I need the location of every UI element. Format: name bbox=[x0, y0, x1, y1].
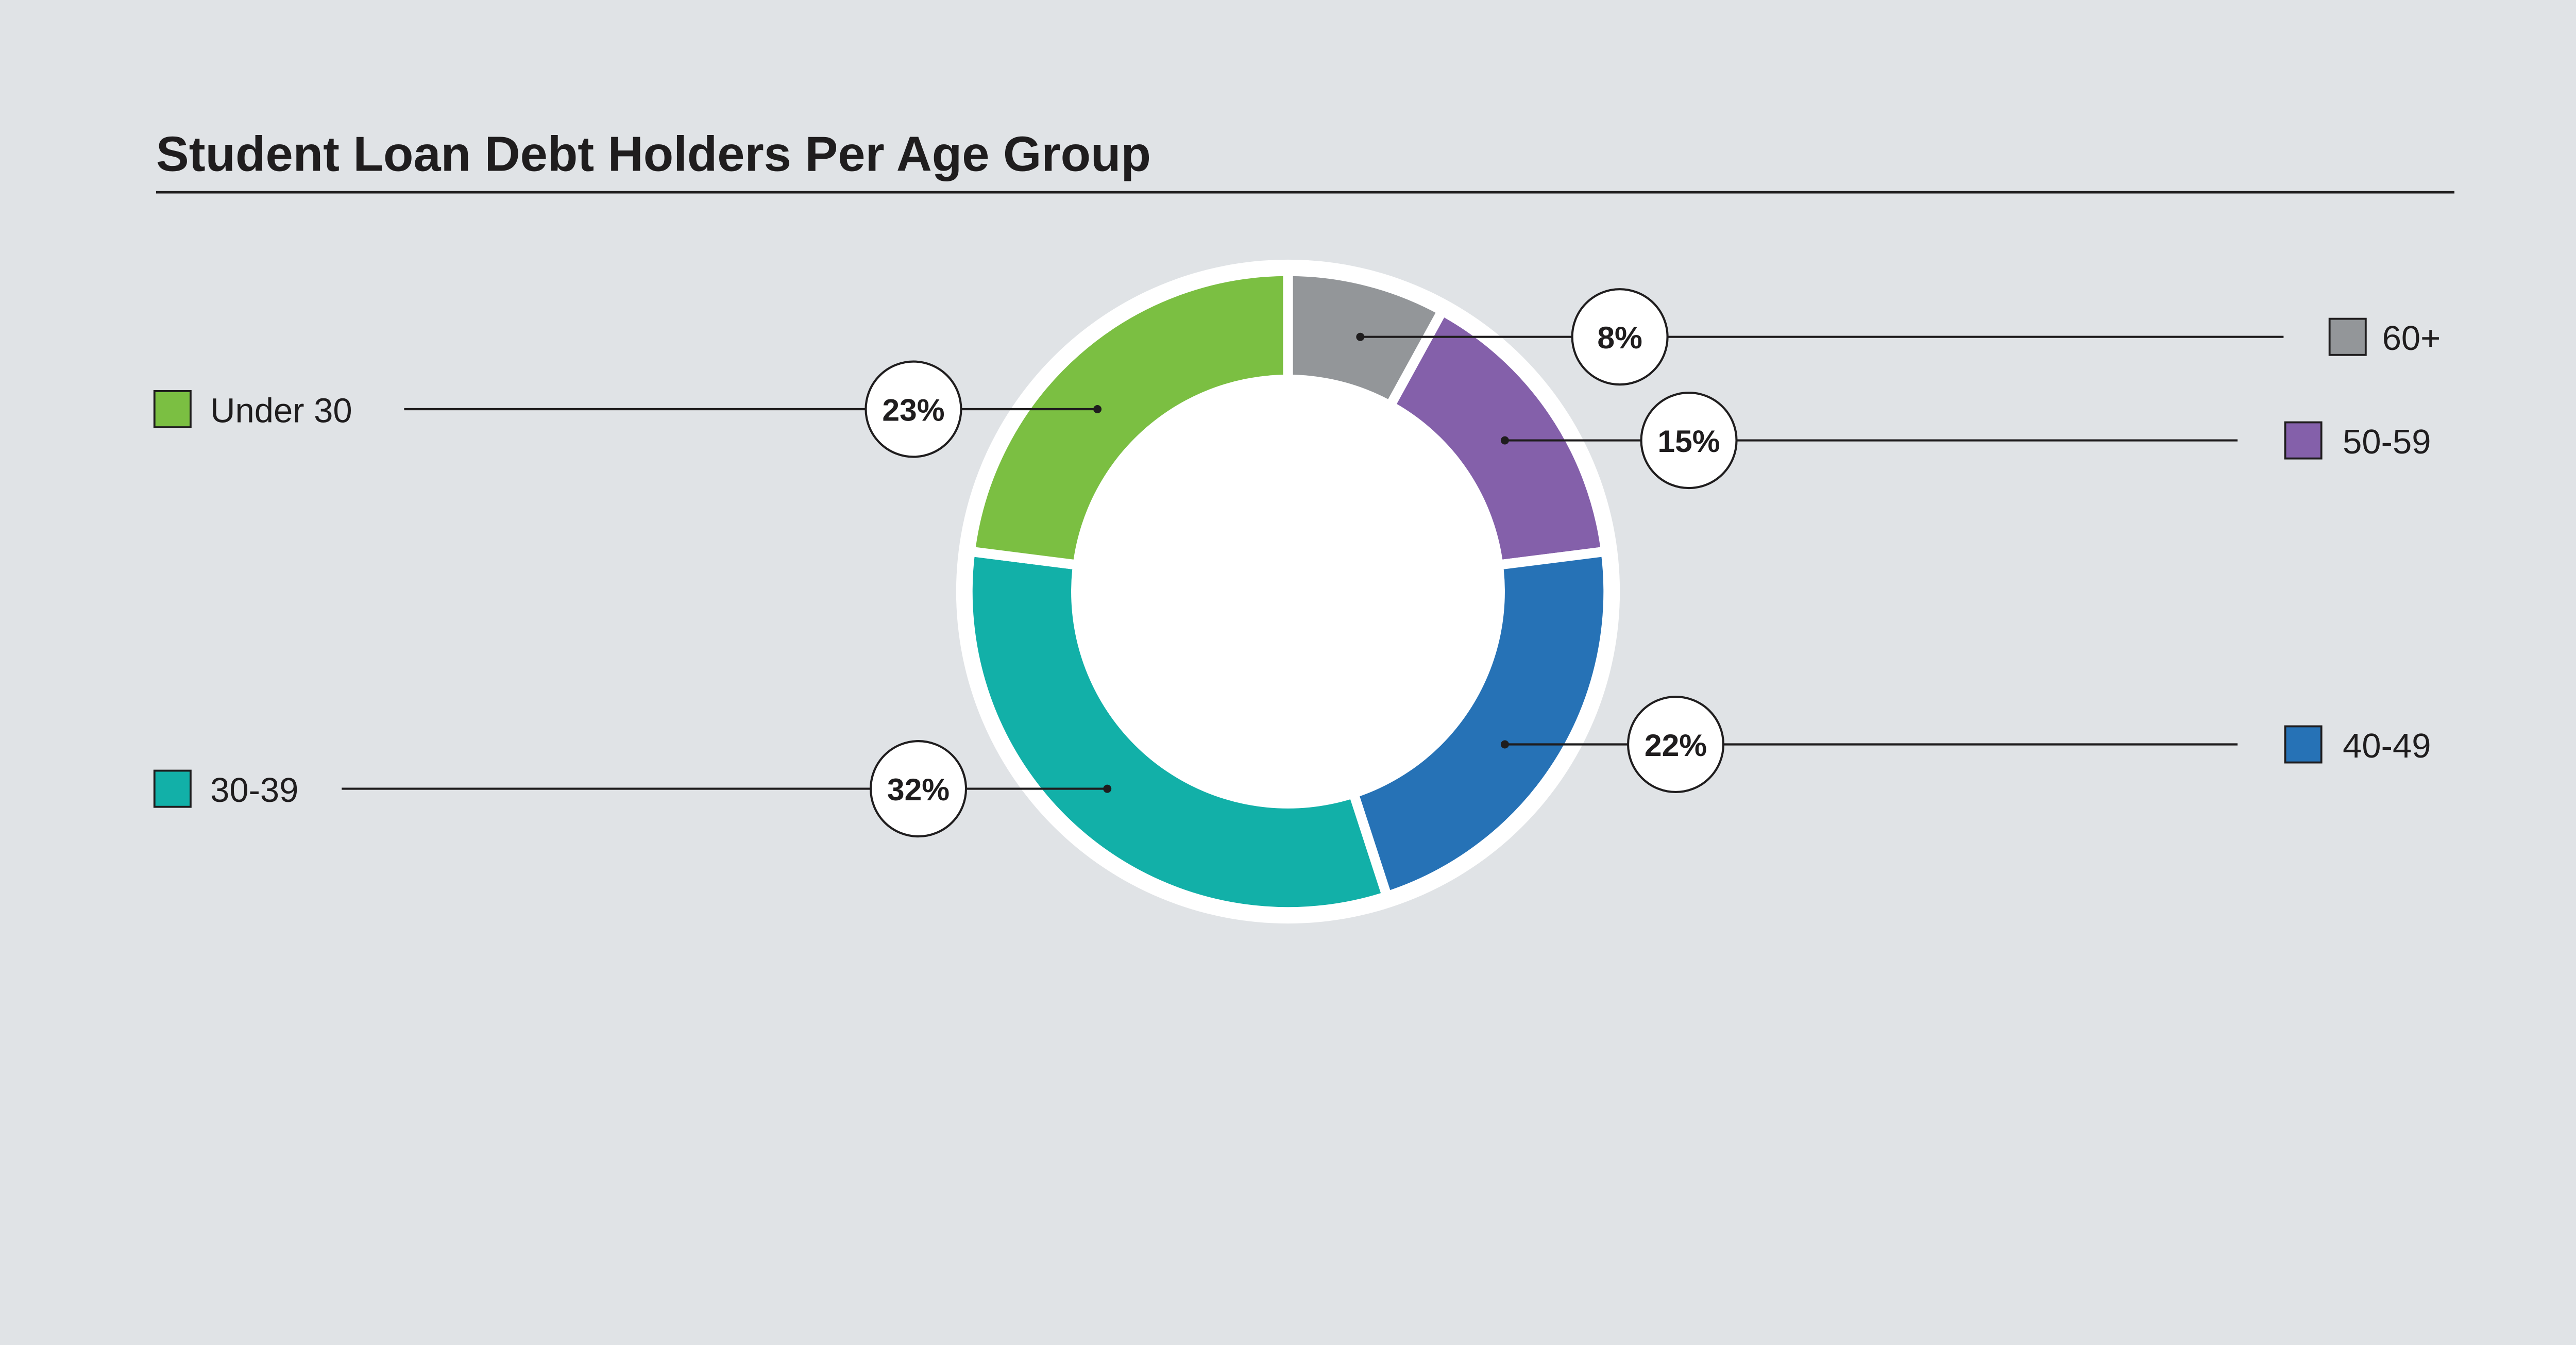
legend-swatch-40-49 bbox=[2284, 725, 2323, 764]
legend-label-40-49: 40-49 bbox=[2343, 727, 2431, 765]
legend-swatch-50-59 bbox=[2284, 421, 2323, 460]
leader-dot-50-59 bbox=[1500, 436, 1509, 445]
donut-hole bbox=[1071, 375, 1505, 809]
value-bubble-50-59 bbox=[1640, 392, 1738, 490]
leader-dot-60- bbox=[1356, 332, 1365, 341]
leader-dot-under-30 bbox=[1093, 405, 1102, 413]
data-label-under-30: 23% bbox=[882, 392, 944, 427]
data-label-50-59: 15% bbox=[1657, 424, 1720, 459]
leader-dot-40-49 bbox=[1500, 740, 1509, 749]
leader-dot-30-39 bbox=[1103, 784, 1112, 793]
legend-label-under-30: Under 30 bbox=[210, 392, 352, 430]
legend-swatch-under-30 bbox=[153, 390, 192, 428]
donut-chart: Student Loan Debt Holders Per Age Group … bbox=[153, 127, 2455, 924]
data-label-40-49: 22% bbox=[1645, 728, 1707, 763]
legend-swatch-30-39 bbox=[153, 769, 192, 808]
value-bubble-40-49 bbox=[1627, 695, 1725, 794]
value-bubble-30-39 bbox=[869, 740, 968, 838]
value-bubble-60- bbox=[1571, 288, 1669, 386]
labels-group: 8% 60+ 15% 50-59 22% 40-49 32% 30-39 23% Under 30 bbox=[153, 288, 2441, 838]
legend-label-60-: 60+ bbox=[2382, 319, 2441, 358]
legend-label-50-59: 50-59 bbox=[2343, 423, 2431, 461]
value-bubble-under-30 bbox=[865, 360, 962, 458]
legend-swatch-60- bbox=[2328, 317, 2367, 356]
legend-label-30-39: 30-39 bbox=[210, 771, 298, 810]
chart-title: Student Loan Debt Holders Per Age Group bbox=[156, 127, 1151, 182]
data-label-60-: 8% bbox=[1597, 320, 1642, 355]
data-label-30-39: 32% bbox=[887, 772, 950, 807]
